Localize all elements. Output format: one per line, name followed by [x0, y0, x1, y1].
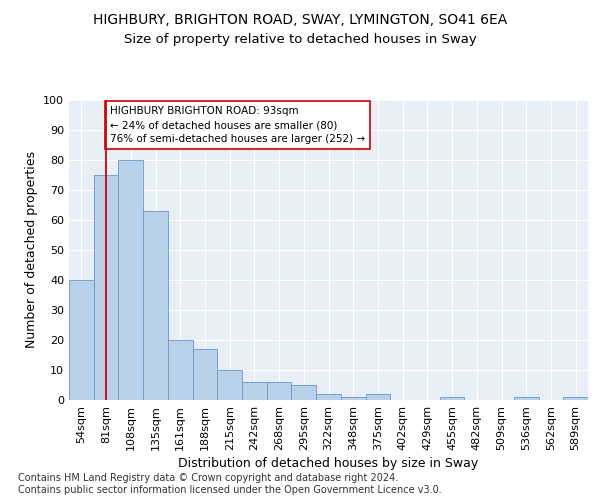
Y-axis label: Number of detached properties: Number of detached properties	[25, 152, 38, 348]
Bar	[316, 394, 341, 400]
Bar	[292, 385, 316, 400]
Bar	[69, 280, 94, 400]
Text: Size of property relative to detached houses in Sway: Size of property relative to detached ho…	[124, 32, 476, 46]
Bar	[94, 175, 118, 400]
Bar	[514, 397, 539, 400]
Bar	[118, 160, 143, 400]
Text: HIGHBURY, BRIGHTON ROAD, SWAY, LYMINGTON, SO41 6EA: HIGHBURY, BRIGHTON ROAD, SWAY, LYMINGTON…	[93, 12, 507, 26]
Bar	[440, 397, 464, 400]
Text: HIGHBURY BRIGHTON ROAD: 93sqm
← 24% of detached houses are smaller (80)
76% of s: HIGHBURY BRIGHTON ROAD: 93sqm ← 24% of d…	[110, 106, 365, 144]
Bar	[193, 349, 217, 400]
Text: Contains HM Land Registry data © Crown copyright and database right 2024.
Contai: Contains HM Land Registry data © Crown c…	[18, 474, 442, 495]
Bar	[563, 397, 588, 400]
Bar	[217, 370, 242, 400]
Bar	[168, 340, 193, 400]
X-axis label: Distribution of detached houses by size in Sway: Distribution of detached houses by size …	[178, 457, 479, 470]
Bar	[143, 211, 168, 400]
Bar	[242, 382, 267, 400]
Bar	[365, 394, 390, 400]
Bar	[341, 397, 365, 400]
Bar	[267, 382, 292, 400]
